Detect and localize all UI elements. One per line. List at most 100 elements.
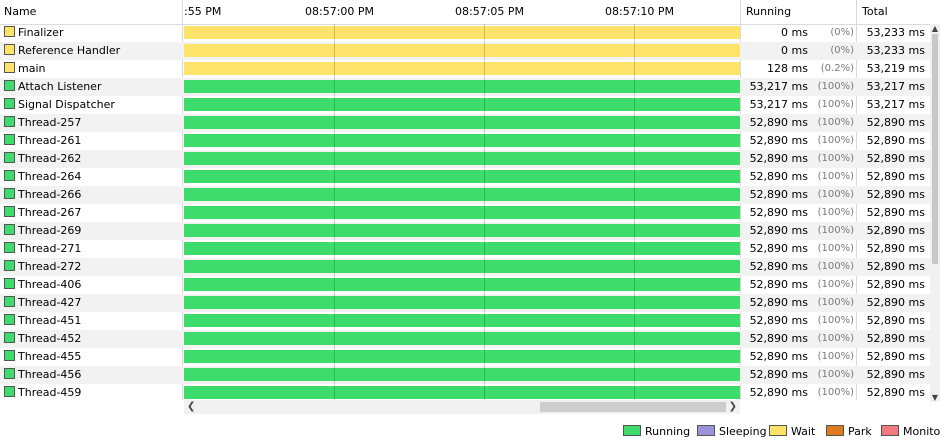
table-row[interactable]: Thread-267 52,890 ms (100%) 52,890 ms <box>0 204 940 222</box>
thread-name: Attach Listener <box>4 78 101 96</box>
thread-state-swatch <box>4 44 15 55</box>
table-row[interactable]: Thread-264 52,890 ms (100%) 52,890 ms <box>0 168 940 186</box>
table-row[interactable]: Thread-451 52,890 ms (100%) 52,890 ms <box>0 312 940 330</box>
thread-name-label: Thread-269 <box>18 224 82 237</box>
thread-timeline-bar <box>184 26 740 39</box>
chevron-down-icon[interactable]: ▼ <box>931 393 939 402</box>
total-time: 53,217 ms <box>866 80 925 93</box>
thread-name-label: Thread-455 <box>18 350 82 363</box>
horizontal-scrollbar[interactable]: ❮ ❯ <box>184 400 740 414</box>
legend-swatch <box>697 425 715 436</box>
thread-timeline-bar <box>184 314 740 327</box>
thread-name: Thread-267 <box>4 204 81 222</box>
running-percent: (100%) <box>817 153 854 164</box>
legend-running: Running <box>623 425 690 438</box>
thread-timeline-bar <box>184 224 740 237</box>
thread-name: Thread-272 <box>4 258 81 276</box>
timeline-tick: 08:57:05 PM <box>455 5 525 18</box>
table-row[interactable]: Thread-272 52,890 ms (100%) 52,890 ms <box>0 258 940 276</box>
thread-timeline-bar <box>184 152 740 165</box>
running-time: 52,890 ms <box>749 296 808 309</box>
total-time: 52,890 ms <box>866 224 925 237</box>
thread-name: Thread-266 <box>4 186 81 204</box>
chevron-right-icon[interactable]: ❯ <box>728 401 737 412</box>
thread-name: Thread-459 <box>4 384 81 402</box>
total-time: 52,890 ms <box>866 188 925 201</box>
running-percent: (0%) <box>830 27 854 38</box>
thread-name: Thread-452 <box>4 330 81 348</box>
total-time: 52,890 ms <box>866 134 925 147</box>
thread-state-swatch <box>4 314 15 325</box>
table-row[interactable]: Thread-459 52,890 ms (100%) 52,890 ms <box>0 384 940 402</box>
table-row[interactable]: Thread-261 52,890 ms (100%) 52,890 ms <box>0 132 940 150</box>
table-row[interactable]: Finalizer 0 ms (0%) 53,233 ms <box>0 24 940 42</box>
running-percent: (100%) <box>817 99 854 110</box>
thread-name-label: Attach Listener <box>18 80 102 93</box>
thread-state-swatch <box>4 170 15 181</box>
table-row[interactable]: Thread-452 52,890 ms (100%) 52,890 ms <box>0 330 940 348</box>
thread-name-label: Thread-451 <box>18 314 82 327</box>
thread-timeline-bar <box>184 386 740 399</box>
thread-name-label: Thread-257 <box>18 116 82 129</box>
table-row[interactable]: Reference Handler 0 ms (0%) 53,233 ms <box>0 42 940 60</box>
table-row[interactable]: Thread-427 52,890 ms (100%) 52,890 ms <box>0 294 940 312</box>
total-time: 52,890 ms <box>866 206 925 219</box>
total-column-header[interactable]: Total <box>862 5 888 18</box>
thread-name-label: Finalizer <box>18 26 64 39</box>
table-row[interactable]: Thread-406 52,890 ms (100%) 52,890 ms <box>0 276 940 294</box>
running-percent: (100%) <box>817 135 854 146</box>
running-percent: (100%) <box>817 171 854 182</box>
thread-name: Thread-456 <box>4 366 81 384</box>
chevron-left-icon[interactable]: ❮ <box>187 401 196 412</box>
name-column-header[interactable]: Name <box>4 5 37 18</box>
sort-indicator-icon: ^ <box>458 0 466 7</box>
thread-name: Thread-427 <box>4 294 81 312</box>
running-time: 52,890 ms <box>749 350 808 363</box>
table-header: Name ^ :55 PM 08:57:00 PM 08:57:05 PM 08… <box>0 0 940 25</box>
vertical-scroll-thumb[interactable] <box>932 34 938 264</box>
table-row[interactable]: Signal Dispatcher 53,217 ms (100%) 53,217 m… <box>0 96 940 114</box>
running-percent: (0%) <box>830 45 854 56</box>
thread-timeline-bar <box>184 116 740 129</box>
running-time: 128 ms <box>767 62 808 75</box>
chevron-up-icon[interactable]: ▲ <box>931 24 939 33</box>
timeline-tick: 08:57:00 PM <box>305 5 375 18</box>
running-percent: (100%) <box>817 369 854 380</box>
running-percent: (100%) <box>817 117 854 128</box>
thread-state-swatch <box>4 80 15 91</box>
running-time: 52,890 ms <box>749 242 808 255</box>
legend-label: Park <box>848 425 872 438</box>
table-row[interactable]: Thread-262 52,890 ms (100%) 52,890 ms <box>0 150 940 168</box>
table-row[interactable]: Thread-455 52,890 ms (100%) 52,890 ms <box>0 348 940 366</box>
thread-timeline-bar <box>184 188 740 201</box>
thread-name-label: Thread-266 <box>18 188 82 201</box>
thread-name-label: Reference Handler <box>18 44 121 57</box>
running-time: 0 ms <box>781 26 808 39</box>
thread-state-swatch <box>4 242 15 253</box>
running-time: 52,890 ms <box>749 332 808 345</box>
table-row[interactable]: Thread-257 52,890 ms (100%) 52,890 ms <box>0 114 940 132</box>
running-time: 52,890 ms <box>749 314 808 327</box>
running-column-header[interactable]: Running <box>746 5 792 18</box>
table-row[interactable]: main 128 ms (0.2%) 53,219 ms <box>0 60 940 78</box>
table-row[interactable]: Thread-271 52,890 ms (100%) 52,890 ms <box>0 240 940 258</box>
table-row[interactable]: Attach Listener 53,217 ms (100%) 53,217 ms <box>0 78 940 96</box>
thread-state-swatch <box>4 26 15 37</box>
running-time: 52,890 ms <box>749 206 808 219</box>
table-row[interactable]: Thread-269 52,890 ms (100%) 52,890 ms <box>0 222 940 240</box>
running-percent: (100%) <box>817 189 854 200</box>
thread-timeline-bar <box>184 296 740 309</box>
legend-label: Sleeping <box>719 425 767 438</box>
running-time: 52,890 ms <box>749 278 808 291</box>
thread-state-swatch <box>4 332 15 343</box>
thread-state-swatch <box>4 296 15 307</box>
thread-name: Thread-264 <box>4 168 81 186</box>
thread-name-label: Thread-264 <box>18 170 82 183</box>
table-row[interactable]: Thread-456 52,890 ms (100%) 52,890 ms <box>0 366 940 384</box>
thread-state-swatch <box>4 368 15 379</box>
running-time: 52,890 ms <box>749 368 808 381</box>
horizontal-scroll-thumb[interactable] <box>540 402 726 412</box>
vertical-scrollbar[interactable]: ▲ ▼ <box>930 24 940 402</box>
table-row[interactable]: Thread-266 52,890 ms (100%) 52,890 ms <box>0 186 940 204</box>
thread-state-swatch <box>4 386 15 397</box>
